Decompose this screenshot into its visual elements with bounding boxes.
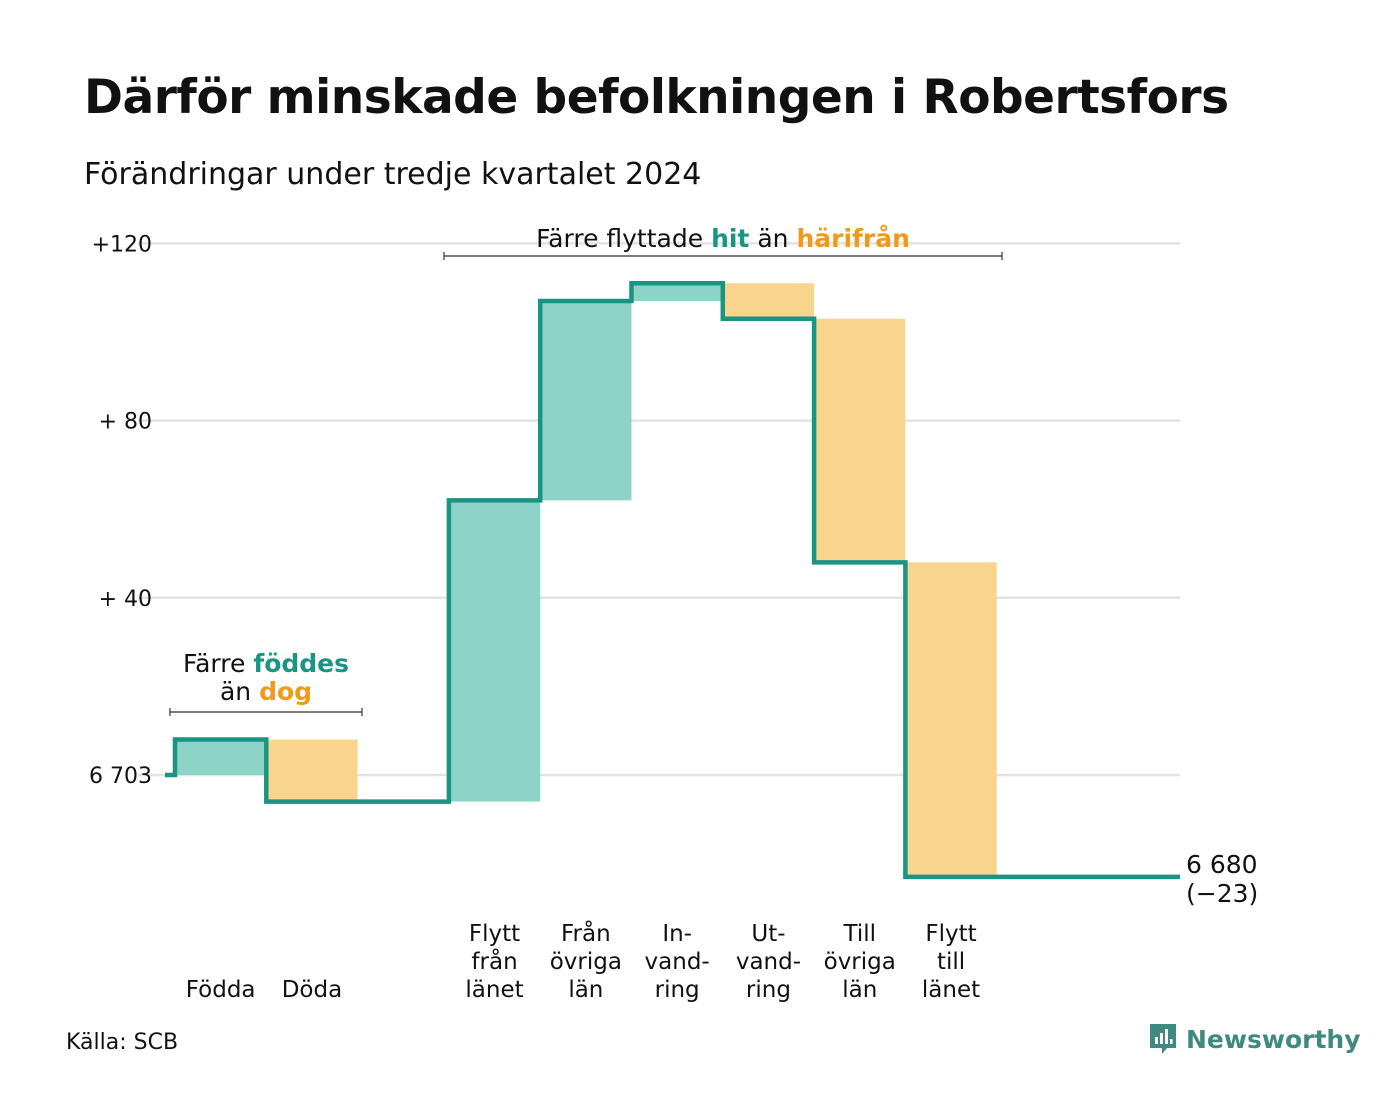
change-bars xyxy=(175,283,997,877)
increase-bar xyxy=(631,283,723,301)
chart-title: Därför minskade befolkningen i Robertsfo… xyxy=(84,70,1229,125)
newsworthy-logo-icon xyxy=(1150,1024,1176,1054)
x-category-label: län xyxy=(568,977,603,1003)
chart-subtitle: Förändringar under tredje kvartalet 2024 xyxy=(84,157,702,192)
annotation-text: Färre föddes xyxy=(183,649,349,678)
running-total-line-group xyxy=(165,281,1180,880)
annotation-segment: dog xyxy=(259,677,312,706)
decrease-bar xyxy=(722,283,815,319)
x-category-label: länet xyxy=(465,977,523,1003)
x-category-label: In- xyxy=(662,921,692,947)
annotation-segment: Färre xyxy=(183,649,253,678)
decrease-bar xyxy=(814,318,906,563)
end-value-label: 6 680 xyxy=(1186,850,1258,879)
x-category-label: vand- xyxy=(736,949,801,975)
y-tick-label: +120 xyxy=(92,232,152,257)
y-tick-label: + 40 xyxy=(99,587,152,612)
x-category-label: Från xyxy=(561,919,611,947)
x-category-label: Födda xyxy=(186,977,256,1003)
decrease-bar xyxy=(266,739,358,802)
x-category-label: ring xyxy=(655,977,700,1003)
x-category-label: Flytt xyxy=(469,921,520,947)
x-category-label: övriga xyxy=(550,949,622,975)
y-tick-label: + 80 xyxy=(99,410,152,435)
x-category-label: länet xyxy=(922,977,980,1003)
y-tick-label: 6 703 xyxy=(89,764,152,789)
x-category-label: län xyxy=(842,977,877,1003)
increase-bar xyxy=(448,500,541,802)
annotation-segment: föddes xyxy=(253,649,349,678)
x-category-label: Till xyxy=(842,921,876,947)
increase-bar xyxy=(540,300,632,501)
annotation-text: än dog xyxy=(220,677,312,706)
x-axis-category-labels: Födda DödaFlyttfrånlänetFrånövrigalänIn-v… xyxy=(186,919,980,1003)
x-category-label: Flytt xyxy=(925,921,976,947)
y-axis-tick-labels: 6 703 + 40 + 80 +120 xyxy=(89,232,152,789)
end-value-label-group: 6 680(−23) xyxy=(1186,850,1258,908)
x-category-label: Ut- xyxy=(751,921,785,947)
source-note: Källa: SCB xyxy=(66,1030,179,1055)
running-total-line xyxy=(165,281,1180,880)
end-change-label: (−23) xyxy=(1186,879,1258,908)
brand-name: Newsworthy xyxy=(1186,1024,1361,1054)
x-category-label: vand- xyxy=(645,949,710,975)
x-category-label: övriga xyxy=(824,949,896,975)
increase-bar xyxy=(175,739,267,775)
annotation-segment: än xyxy=(749,224,796,253)
brand-logo: Newsworthy xyxy=(1148,1022,1361,1056)
x-category-label: Döda xyxy=(282,977,342,1003)
x-category-label: till xyxy=(937,949,965,975)
x-category-label: ring xyxy=(746,977,791,1003)
decrease-bar xyxy=(905,562,997,877)
annotation-segment: än xyxy=(220,677,259,706)
annotation-segment: hit xyxy=(711,224,749,253)
annotation-segment: härifrån xyxy=(796,224,909,253)
annotation-segment: Färre flyttade xyxy=(536,224,711,253)
annotation-text: Färre flyttade hit än härifrån xyxy=(536,224,910,253)
x-category-label: från xyxy=(471,947,517,975)
